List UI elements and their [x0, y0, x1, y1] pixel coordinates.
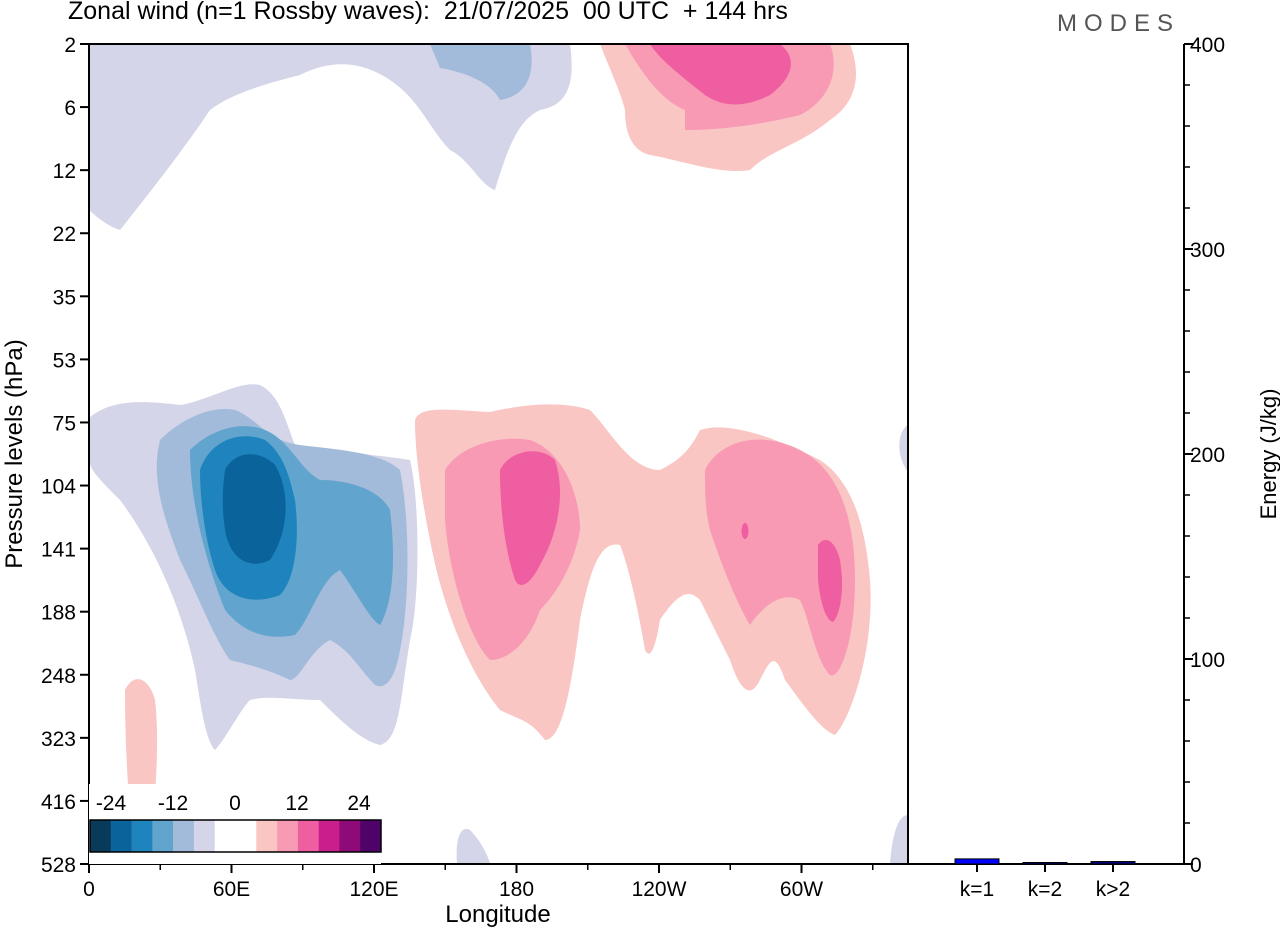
contour-band-minus20: [222, 454, 286, 564]
bar-category-label: k=1: [960, 878, 994, 901]
colorbar-swatch: [256, 820, 278, 852]
contour-band-plus12: [741, 523, 749, 539]
colorbar-tick-label: 0: [229, 792, 241, 815]
y-axis-label: Pressure levels (hPa): [1, 339, 28, 568]
y-tick-label: 141: [41, 539, 76, 562]
y-tick-label: 53: [53, 349, 76, 372]
colorbar-swatch: [193, 820, 216, 852]
y-tick-label: 104: [41, 476, 76, 499]
x-tick-label: 60W: [780, 878, 823, 901]
x-tick-label: 0: [83, 878, 95, 901]
y-tick-label: 188: [41, 602, 76, 625]
colorbar-swatch: [110, 820, 132, 852]
y-tick-label: 35: [53, 286, 76, 309]
energy-tick-label: 300: [1190, 239, 1225, 262]
colorbar-swatch: [152, 820, 174, 852]
energy-bar: [954, 858, 1000, 865]
chart-title: Zonal wind (n=1 Rossby waves): 21/07/202…: [68, 0, 788, 25]
x-tick-label: 180: [499, 878, 534, 901]
x-axis-label: Longitude: [445, 901, 550, 928]
colorbar-swatch: [277, 820, 299, 852]
contour-band-plus8: [705, 439, 855, 676]
colorbar-swatch: [131, 820, 153, 852]
energy-tick-label: 400: [1190, 34, 1225, 57]
contour-field: [89, 44, 908, 864]
energy-bar: [1090, 861, 1136, 865]
y-tick-label: 323: [41, 728, 76, 751]
y-tick-label: 75: [53, 412, 76, 435]
bar-category-label: k=2: [1028, 878, 1062, 901]
colorbar-swatch: [318, 820, 340, 852]
contour-band-minus4: [456, 829, 490, 864]
colorbar-tick-label: -12: [158, 792, 188, 815]
x-tick-label: 120W: [632, 878, 687, 901]
y-tick-label: 2: [64, 34, 76, 57]
modes-logo: MODES: [1057, 10, 1181, 37]
energy-axis-label: Energy (J/kg): [1256, 389, 1280, 520]
colorbar-swatch: [360, 820, 382, 852]
contour-band-plus12: [818, 540, 843, 622]
contour-plot-frame: [88, 43, 909, 865]
y-tick-label: 22: [53, 223, 76, 246]
energy-tick-label: 100: [1190, 649, 1225, 672]
y-tick-label: 416: [41, 791, 76, 814]
energy-bar: [1022, 862, 1068, 865]
colorbar: -24 -12 0 12 24: [89, 784, 382, 864]
contour-band-minus4: [890, 815, 908, 864]
y-tick-label: 528: [41, 854, 76, 877]
y-tick-label: 12: [53, 160, 76, 183]
energy-tick-label: 0: [1190, 854, 1202, 877]
energy-bars: k=1 k=2 k>2: [954, 858, 1136, 901]
colorbar-frame: [89, 819, 382, 853]
bar-category-label: k>2: [1096, 878, 1130, 901]
colorbar-swatch: [90, 820, 112, 852]
contour-band-minus4: [899, 425, 908, 472]
y-tick-label: 248: [41, 665, 76, 688]
colorbar-swatch: [297, 820, 319, 852]
y-tick-label: 6: [64, 97, 76, 120]
colorbar-tick-label: 24: [347, 792, 371, 815]
contour-band-plus12: [500, 451, 560, 585]
colorbar-swatch: [173, 820, 195, 852]
colorbar-tick-label: -24: [96, 792, 127, 815]
colorbar-tick-label: 12: [285, 792, 308, 815]
contour-band-minus8: [430, 44, 532, 100]
colorbar-swatch: [235, 820, 257, 852]
colorbar-swatch: [214, 820, 236, 852]
x-tick-label: 120E: [349, 878, 398, 901]
x-tick-label: 60E: [213, 878, 250, 901]
contour-band-plus12: [650, 44, 791, 105]
contour-band-minus4: [89, 44, 572, 230]
colorbar-swatch: [339, 820, 361, 852]
energy-tick-label: 200: [1190, 444, 1225, 467]
